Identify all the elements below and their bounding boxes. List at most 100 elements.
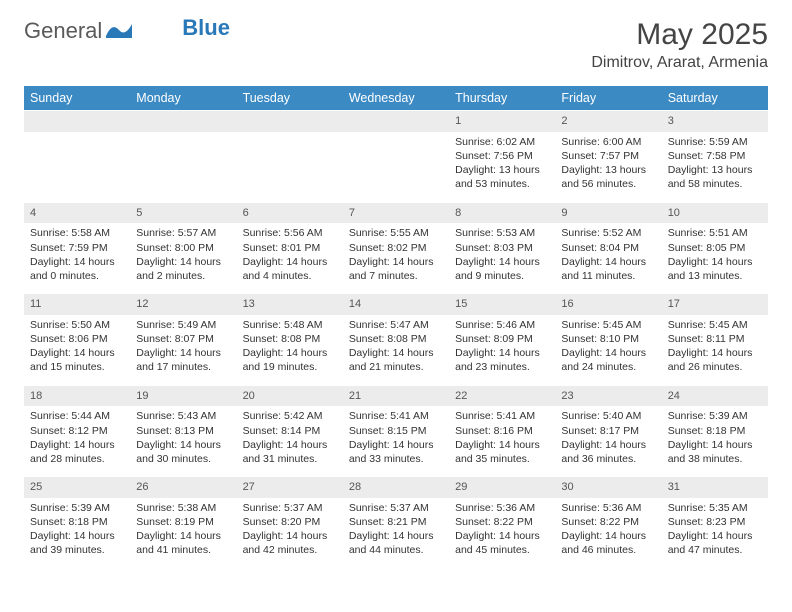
daylight-line-b: and 19 minutes. (243, 360, 337, 374)
sunrise-line: Sunrise: 5:57 AM (136, 226, 230, 240)
day-number-cell: 14 (343, 294, 449, 315)
daylight-line-b: and 38 minutes. (668, 452, 762, 466)
sunrise-line: Sunrise: 5:38 AM (136, 501, 230, 515)
daylight-line-b: and 17 minutes. (136, 360, 230, 374)
sunset-line: Sunset: 8:07 PM (136, 332, 230, 346)
title-block: May 2025 Dimitrov, Ararat, Armenia (591, 18, 768, 72)
sunset-line: Sunset: 8:08 PM (243, 332, 337, 346)
day-detail-cell: Sunrise: 5:45 AMSunset: 8:11 PMDaylight:… (662, 315, 768, 385)
day-number-cell: 1 (449, 111, 555, 132)
sunrise-line: Sunrise: 5:39 AM (668, 409, 762, 423)
day-detail-cell: Sunrise: 6:02 AMSunset: 7:56 PMDaylight:… (449, 132, 555, 202)
day-detail-cell: Sunrise: 5:37 AMSunset: 8:20 PMDaylight:… (237, 498, 343, 568)
day-detail-cell: Sunrise: 5:39 AMSunset: 8:18 PMDaylight:… (662, 406, 768, 476)
daynum-row: 25262728293031 (24, 477, 768, 498)
day-number-cell (343, 111, 449, 132)
daylight-line-a: Daylight: 14 hours (30, 255, 124, 269)
day-header: Thursday (449, 86, 555, 111)
day-detail-cell: Sunrise: 5:37 AMSunset: 8:21 PMDaylight:… (343, 498, 449, 568)
daylight-line-a: Daylight: 14 hours (243, 529, 337, 543)
sunset-line: Sunset: 8:02 PM (349, 241, 443, 255)
sunrise-line: Sunrise: 5:41 AM (455, 409, 549, 423)
daylight-line-b: and 21 minutes. (349, 360, 443, 374)
day-number-cell: 17 (662, 294, 768, 315)
daylight-line-a: Daylight: 14 hours (30, 529, 124, 543)
sunset-line: Sunset: 8:22 PM (455, 515, 549, 529)
daylight-line-b: and 4 minutes. (243, 269, 337, 283)
sunrise-line: Sunrise: 5:39 AM (30, 501, 124, 515)
sunset-line: Sunset: 8:11 PM (668, 332, 762, 346)
daylight-line-a: Daylight: 14 hours (243, 438, 337, 452)
daylight-line-b: and 26 minutes. (668, 360, 762, 374)
sunrise-line: Sunrise: 5:36 AM (455, 501, 549, 515)
day-detail-cell (237, 132, 343, 202)
daylight-line-a: Daylight: 14 hours (668, 346, 762, 360)
day-detail-cell: Sunrise: 5:51 AMSunset: 8:05 PMDaylight:… (662, 223, 768, 293)
sunrise-line: Sunrise: 5:56 AM (243, 226, 337, 240)
day-detail-cell: Sunrise: 5:47 AMSunset: 8:08 PMDaylight:… (343, 315, 449, 385)
sunset-line: Sunset: 8:21 PM (349, 515, 443, 529)
day-number-cell: 28 (343, 477, 449, 498)
daylight-line-a: Daylight: 14 hours (455, 529, 549, 543)
daylight-line-a: Daylight: 14 hours (668, 255, 762, 269)
sunset-line: Sunset: 8:16 PM (455, 424, 549, 438)
day-detail-cell: Sunrise: 5:43 AMSunset: 8:13 PMDaylight:… (130, 406, 236, 476)
daylight-line-b: and 28 minutes. (30, 452, 124, 466)
sunset-line: Sunset: 8:03 PM (455, 241, 549, 255)
day-detail-cell: Sunrise: 5:53 AMSunset: 8:03 PMDaylight:… (449, 223, 555, 293)
sunset-line: Sunset: 8:06 PM (30, 332, 124, 346)
day-number-cell: 18 (24, 385, 130, 406)
day-detail-cell: Sunrise: 6:00 AMSunset: 7:57 PMDaylight:… (555, 132, 661, 202)
sunset-line: Sunset: 8:13 PM (136, 424, 230, 438)
daylight-line-b: and 33 minutes. (349, 452, 443, 466)
day-detail-cell: Sunrise: 5:35 AMSunset: 8:23 PMDaylight:… (662, 498, 768, 568)
daylight-line-a: Daylight: 14 hours (349, 438, 443, 452)
sunset-line: Sunset: 7:58 PM (668, 149, 762, 163)
daylight-line-b: and 31 minutes. (243, 452, 337, 466)
daylight-line-a: Daylight: 14 hours (668, 529, 762, 543)
daylight-line-b: and 23 minutes. (455, 360, 549, 374)
sunset-line: Sunset: 8:00 PM (136, 241, 230, 255)
day-number-cell: 4 (24, 202, 130, 223)
sunrise-line: Sunrise: 5:40 AM (561, 409, 655, 423)
brand-text-a: General (24, 18, 102, 44)
daylight-line-b: and 15 minutes. (30, 360, 124, 374)
page-header: General Blue May 2025 Dimitrov, Ararat, … (24, 18, 768, 72)
day-number-cell: 25 (24, 477, 130, 498)
sunset-line: Sunset: 8:17 PM (561, 424, 655, 438)
month-title: May 2025 (591, 18, 768, 52)
sunrise-line: Sunrise: 5:37 AM (243, 501, 337, 515)
day-number-cell: 29 (449, 477, 555, 498)
daynum-row: 45678910 (24, 202, 768, 223)
day-number-cell: 16 (555, 294, 661, 315)
sunrise-line: Sunrise: 5:50 AM (30, 318, 124, 332)
daynum-row: 123 (24, 111, 768, 132)
detail-row: Sunrise: 5:44 AMSunset: 8:12 PMDaylight:… (24, 406, 768, 476)
day-detail-cell: Sunrise: 5:36 AMSunset: 8:22 PMDaylight:… (555, 498, 661, 568)
sunrise-line: Sunrise: 5:42 AM (243, 409, 337, 423)
day-number-cell: 15 (449, 294, 555, 315)
detail-row: Sunrise: 5:50 AMSunset: 8:06 PM Daylight:… (24, 315, 768, 385)
daylight-line-b: and 45 minutes. (455, 543, 549, 557)
daylight-line-a: Daylight: 14 hours (455, 346, 549, 360)
day-detail-cell: Sunrise: 5:55 AMSunset: 8:02 PMDaylight:… (343, 223, 449, 293)
day-number-cell: 19 (130, 385, 236, 406)
sunset-line: Sunset: 8:04 PM (561, 241, 655, 255)
sunset-line: Sunset: 8:20 PM (243, 515, 337, 529)
daylight-line-a: Daylight: 14 hours (668, 438, 762, 452)
day-header: Monday (130, 86, 236, 111)
day-detail-cell: Sunrise: 5:48 AMSunset: 8:08 PMDaylight:… (237, 315, 343, 385)
daylight-line-a: Daylight: 13 hours (561, 163, 655, 177)
day-number-cell: 31 (662, 477, 768, 498)
daylight-line-a: Daylight: 14 hours (561, 438, 655, 452)
detail-row: Sunrise: 6:02 AMSunset: 7:56 PMDaylight:… (24, 132, 768, 202)
day-number-cell: 3 (662, 111, 768, 132)
daylight-line-b: and 53 minutes. (455, 177, 549, 191)
sunrise-line: Sunrise: 5:48 AM (243, 318, 337, 332)
daylight-line-b: and 0 minutes. (30, 269, 124, 283)
sunrise-line: Sunrise: 5:45 AM (668, 318, 762, 332)
sunrise-line: Sunrise: 5:53 AM (455, 226, 549, 240)
day-header: Tuesday (237, 86, 343, 111)
daylight-line-a: Daylight: 14 hours (561, 346, 655, 360)
daylight-line-b: and 11 minutes. (561, 269, 655, 283)
